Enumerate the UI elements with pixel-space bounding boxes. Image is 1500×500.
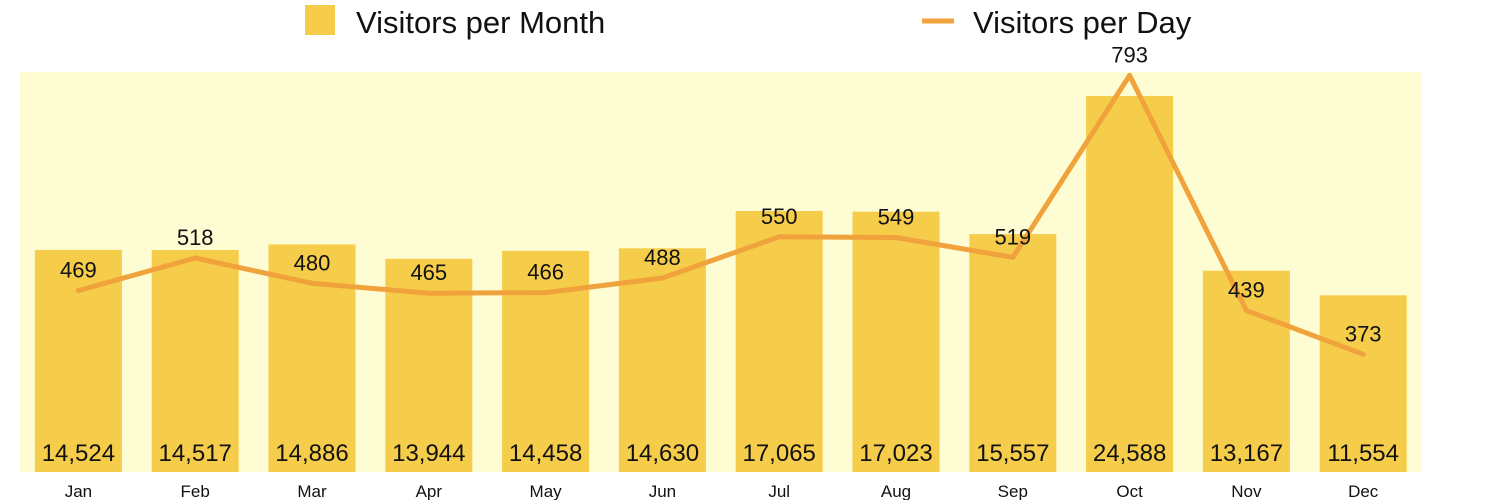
x-tick-label-oct: Oct (1116, 482, 1143, 500)
line-point-dec (1360, 351, 1366, 357)
bar-oct (1086, 96, 1174, 472)
bar-value-label-may: 14,458 (509, 440, 582, 467)
bar-value-label-aug: 17,023 (859, 440, 932, 467)
x-tick-label-jan: Jan (65, 482, 92, 500)
bar-value-label-dec: 11,554 (1327, 440, 1399, 467)
bar-value-label-jul: 17,065 (742, 440, 815, 467)
x-tick-label-jul: Jul (768, 482, 790, 500)
bar-jun (618, 248, 706, 472)
bar-value-label-nov: 13,167 (1210, 440, 1283, 467)
line-point-jun (659, 275, 665, 281)
x-tick-label-feb: Feb (181, 482, 210, 500)
line-value-label-may: 466 (527, 260, 564, 285)
line-point-aug (893, 235, 899, 240)
line-point-nov (1243, 308, 1249, 313)
bar-value-label-feb: 14,517 (158, 440, 231, 467)
bar-dec (1319, 295, 1407, 472)
bar-jan (34, 249, 122, 472)
bar-sep (969, 234, 1057, 472)
legend-swatch-bar (305, 5, 335, 35)
line-point-may (543, 290, 549, 296)
line-point-feb (192, 255, 198, 261)
x-tick-label-mar: Mar (297, 482, 327, 500)
line-value-label-sep: 519 (994, 224, 1031, 249)
line-series-group (75, 72, 1366, 357)
line-value-label-aug: 549 (878, 205, 915, 230)
line-value-label-apr: 465 (410, 260, 447, 285)
bar-nov (1202, 270, 1290, 472)
bar-value-label-sep: 15,557 (976, 440, 1049, 467)
labels-group: 14,524 Jan 469 14,517 Feb 518 14,886 Mar 480 13,9… (42, 42, 1399, 500)
line-point-jul (776, 234, 782, 240)
line-point-oct (1127, 72, 1133, 78)
line-value-label-mar: 480 (294, 250, 331, 275)
visitors-per-day-line (75, 72, 1366, 357)
x-tick-label-sep: Sep (998, 482, 1028, 500)
line-value-label-nov: 439 (1228, 278, 1265, 303)
legend-label-line: Visitors per Day (973, 5, 1192, 40)
x-tick-label-jun: Jun (649, 482, 676, 500)
bar-value-label-apr: 13,944 (392, 440, 465, 467)
x-tick-label-apr: Apr (416, 482, 443, 500)
bar-value-label-jan: 14,524 (42, 440, 115, 467)
legend-label-bar: Visitors per Month (356, 5, 605, 40)
line-point-apr (426, 290, 432, 296)
line-value-label-feb: 518 (177, 225, 214, 250)
x-tick-label-nov: Nov (1231, 482, 1262, 500)
bar-value-label-jun: 14,630 (626, 440, 699, 467)
line-value-label-jul: 550 (761, 204, 798, 229)
legend: Visitors per Month Visitors per Day (305, 5, 1192, 40)
bar-jul (735, 211, 823, 472)
bar-feb (151, 250, 239, 472)
bar-aug (852, 211, 940, 472)
line-value-label-oct: 793 (1111, 42, 1148, 67)
x-tick-label-aug: Aug (881, 482, 911, 500)
bar-value-label-oct: 24,588 (1093, 440, 1166, 467)
line-value-label-jun: 488 (644, 245, 681, 270)
bar-value-label-mar: 14,886 (275, 440, 348, 467)
line-point-jan (75, 288, 81, 294)
line-value-label-jan: 469 (60, 258, 97, 283)
x-tick-label-dec: Dec (1348, 482, 1379, 500)
line-point-sep (1010, 254, 1016, 260)
line-value-label-dec: 373 (1345, 321, 1382, 346)
x-tick-label-may: May (530, 482, 563, 500)
line-point-mar (309, 280, 315, 286)
